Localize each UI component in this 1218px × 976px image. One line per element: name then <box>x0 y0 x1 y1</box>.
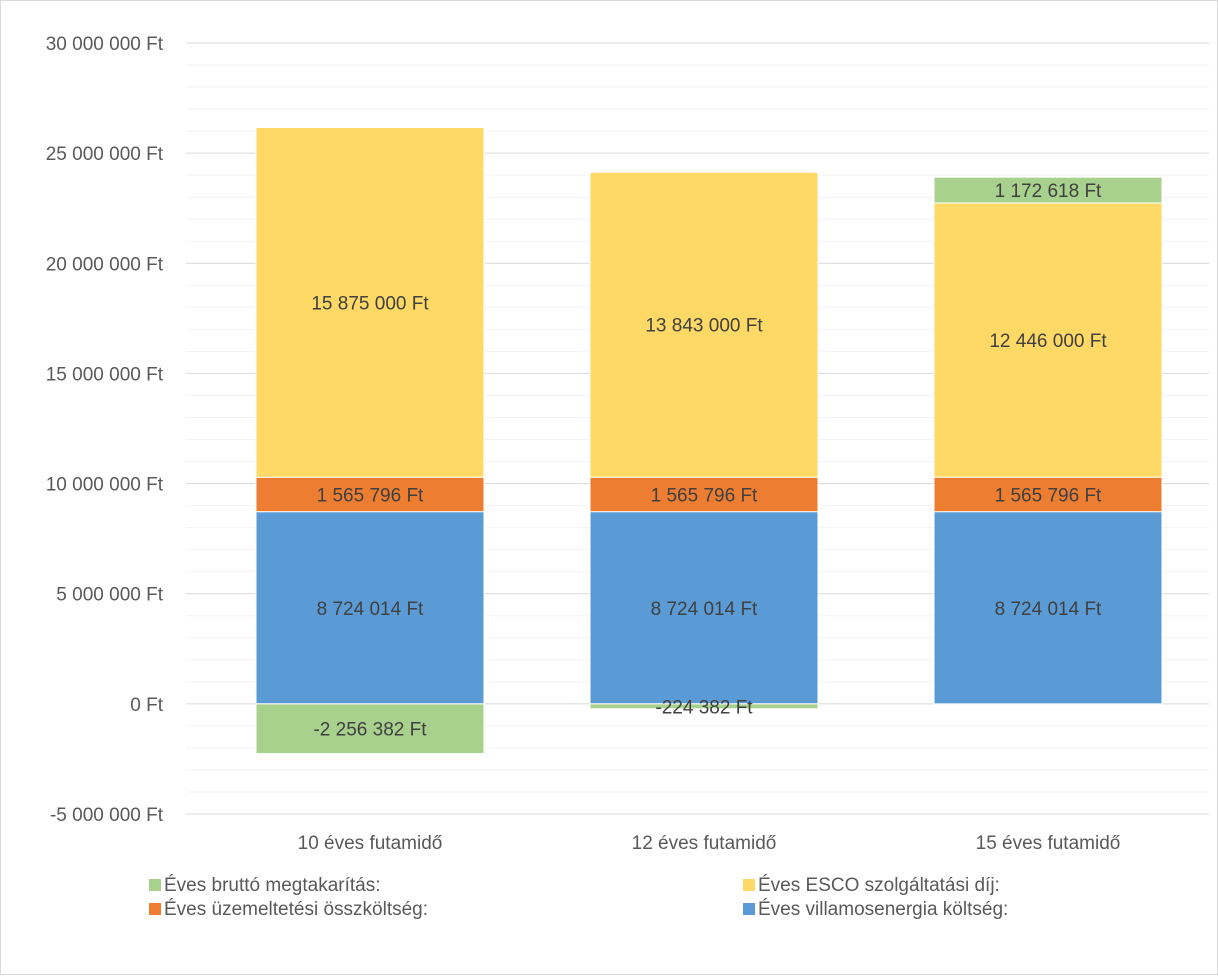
data-label: 13 843 000 Ft <box>645 316 763 337</box>
legend-swatch <box>149 879 161 891</box>
x-category-label: 10 éves futamidő <box>298 833 443 854</box>
y-tick-label: 20 000 000 Ft <box>46 254 164 275</box>
bar-segment <box>255 703 485 755</box>
bar-segment <box>933 176 1163 204</box>
data-label: 1 565 796 Ft <box>317 485 424 506</box>
bar-segment <box>933 202 1163 478</box>
data-label: 8 724 014 Ft <box>995 599 1102 620</box>
legend: Éves bruttó megtakarítás: Éves ESCO szolg… <box>149 875 1008 920</box>
data-label: 1 565 796 Ft <box>995 485 1102 506</box>
bar-segment <box>933 476 1163 513</box>
bar-segment <box>255 511 485 705</box>
legend-label: Éves üzemeltetési összköltség: <box>164 899 428 920</box>
x-axis: 10 éves futamidő 12 éves futamidő 15 éves … <box>298 833 1121 854</box>
y-tick-label: 0 Ft <box>130 695 163 716</box>
x-category-label: 15 éves futamidő <box>976 833 1121 854</box>
y-tick-label: 10 000 000 Ft <box>46 475 164 496</box>
bar-segments <box>255 126 1163 755</box>
data-label: 1 565 796 Ft <box>651 485 758 506</box>
bar-segment <box>589 703 819 710</box>
bar-segment <box>933 511 1163 705</box>
y-tick-label: 5 000 000 Ft <box>56 585 163 606</box>
bar-segment <box>589 476 819 513</box>
bar-segment <box>255 126 485 478</box>
data-label: 12 446 000 Ft <box>989 331 1107 352</box>
data-label: -2 256 382 Ft <box>313 720 427 741</box>
legend-label: Éves bruttó megtakarítás: <box>164 875 381 896</box>
data-label: 8 724 014 Ft <box>651 599 758 620</box>
legend-label: Éves villamosenergia költség: <box>758 899 1008 920</box>
y-tick-label: 15 000 000 Ft <box>46 364 164 385</box>
y-tick-label: 30 000 000 Ft <box>46 34 164 55</box>
data-label: -224 382 Ft <box>655 697 753 718</box>
data-label: 1 172 618 Ft <box>995 181 1102 202</box>
y-tick-label: 25 000 000 Ft <box>46 144 164 165</box>
bar-segment <box>589 171 819 478</box>
legend-swatch <box>743 879 755 891</box>
data-label: 15 875 000 Ft <box>311 293 429 314</box>
data-labels: 8 724 014 Ft 1 565 796 Ft 15 875 000 Ft -2 … <box>311 181 1107 741</box>
legend-swatch <box>743 903 755 915</box>
bar-segment <box>255 476 485 513</box>
x-category-label: 12 éves futamidő <box>632 833 777 854</box>
y-tick-label: -5 000 000 Ft <box>50 805 164 826</box>
legend-label: Éves ESCO szolgáltatási díj: <box>758 875 1000 896</box>
data-label: 8 724 014 Ft <box>317 599 424 620</box>
bar-segment <box>589 511 819 705</box>
legend-swatch <box>149 903 161 915</box>
y-axis: -5 000 000 Ft 0 Ft 5 000 000 Ft 10 000 000 … <box>46 34 164 826</box>
